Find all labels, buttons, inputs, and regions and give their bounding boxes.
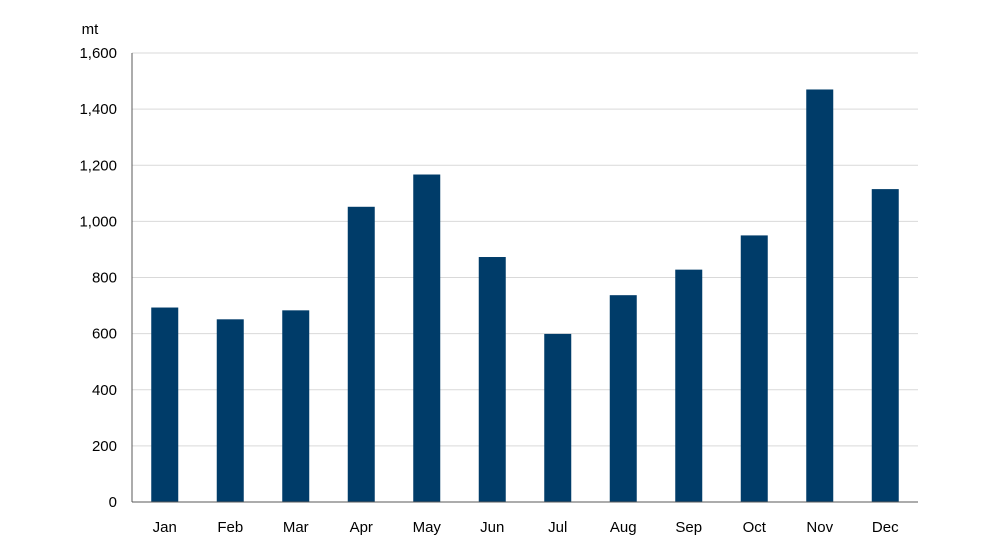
bar-jul	[544, 333, 572, 502]
bar-apr	[347, 206, 375, 502]
x-tick-label: Feb	[217, 519, 243, 536]
x-tick-label: May	[413, 519, 442, 536]
x-axis: Jan Feb Mar Apr May Jun Jul Aug Sep Oct Nov Dec	[132, 501, 918, 536]
x-tick-label: Mar	[283, 519, 309, 536]
gridlines	[132, 52, 918, 447]
x-tick-label: Jun	[480, 519, 504, 536]
x-tick-label: Oct	[743, 519, 767, 536]
bar-may	[413, 174, 441, 502]
y-tick-label: 1,600	[79, 45, 117, 62]
bar-nov	[806, 89, 834, 502]
y-axis: 0 200 400 600 800 1,000 1,200 1,400 1,600	[79, 45, 133, 511]
bar-aug	[609, 295, 637, 502]
x-tick-label: Apr	[350, 519, 373, 536]
y-tick-label: 1,200	[79, 157, 117, 174]
bar-jun	[478, 257, 506, 502]
y-tick-label: 1,000	[79, 213, 117, 230]
bar-sep	[675, 269, 703, 502]
x-tick-label: Nov	[806, 519, 833, 536]
x-tick-label: Jan	[153, 519, 177, 536]
x-tick-label: Aug	[610, 519, 637, 536]
y-tick-label: 1,400	[79, 101, 117, 118]
x-tick-label: Sep	[675, 519, 702, 536]
y-tick-label: 400	[92, 382, 117, 399]
bar-mar	[282, 310, 310, 502]
bar-dec	[871, 189, 899, 502]
x-tick-label: Dec	[872, 519, 899, 536]
x-tick-label: Jul	[548, 519, 567, 536]
y-tick-label: 200	[92, 438, 117, 455]
bars	[151, 89, 899, 502]
y-axis-unit-label: mt	[82, 21, 99, 38]
y-tick-label: 800	[92, 270, 117, 287]
y-tick-label: 0	[109, 494, 117, 511]
bar-jan	[151, 307, 179, 502]
y-tick-label: 600	[92, 326, 117, 343]
bar-oct	[740, 235, 768, 502]
bar-feb	[216, 319, 244, 502]
